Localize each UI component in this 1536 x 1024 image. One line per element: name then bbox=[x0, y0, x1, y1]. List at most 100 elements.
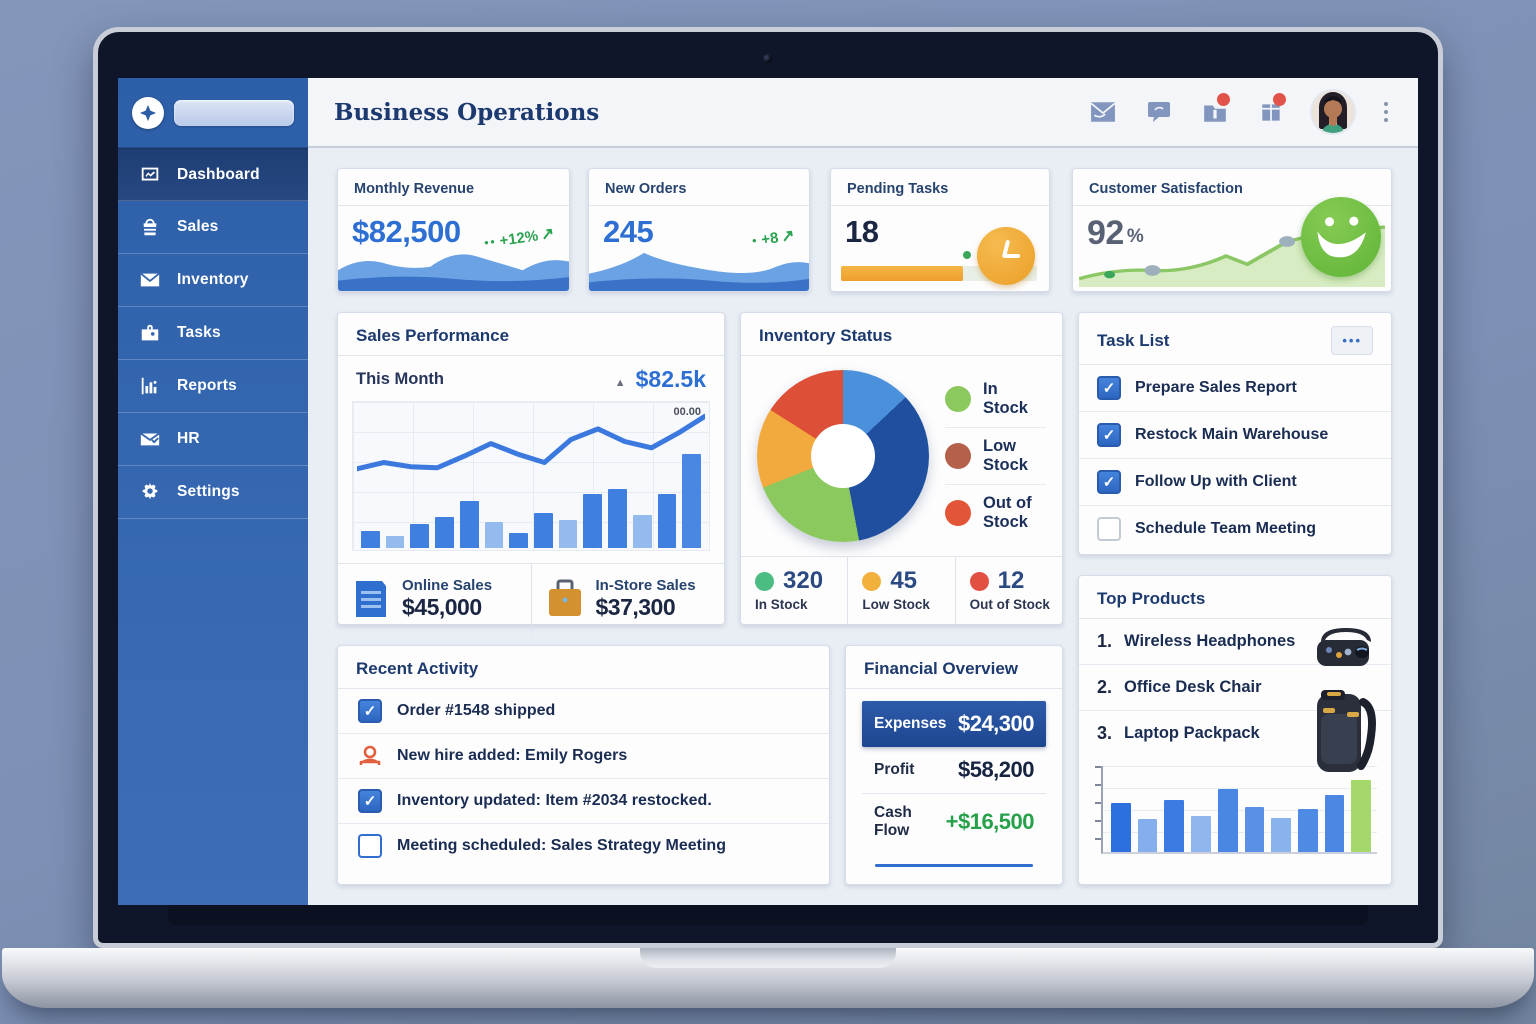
sidebar-item-settings[interactable]: Settings bbox=[118, 466, 308, 519]
kpi-value: $82,500 bbox=[352, 214, 461, 249]
kpi-delta: • +8 ↗ bbox=[751, 227, 797, 249]
financial-overview-panel: Financial Overview Expenses $24,300 Prof… bbox=[845, 645, 1063, 885]
legend-dot bbox=[945, 386, 971, 413]
kpi-value: 245 bbox=[603, 214, 654, 249]
briefcase-icon bbox=[548, 579, 581, 616]
sales-bars bbox=[361, 430, 702, 548]
kpi-title: Monthly Revenue bbox=[338, 169, 569, 206]
search-input[interactable] bbox=[174, 99, 294, 126]
kpi-delta: •• +12% ↗ bbox=[483, 225, 556, 250]
inventory-status-panel: Inventory Status In Stock Low Stock bbox=[740, 312, 1063, 625]
sidebar-label: HR bbox=[177, 430, 200, 447]
sidebar-item-dashboard[interactable]: Dashboard bbox=[118, 148, 308, 201]
bar-chart-icon bbox=[138, 374, 162, 398]
financial-row-cashflow: Cash Flow +$16,500 bbox=[874, 804, 1035, 839]
task-checkbox[interactable]: ✓ bbox=[1097, 423, 1121, 447]
clock-icon bbox=[977, 227, 1035, 285]
stat-low-stock: 45 Low Stock bbox=[847, 557, 954, 624]
panel-title: Task List bbox=[1097, 330, 1170, 350]
checked-icon: ✓ bbox=[358, 789, 382, 813]
sidebar-item-hr[interactable]: HR bbox=[118, 413, 308, 466]
panel-title: Financial Overview bbox=[864, 659, 1019, 678]
mail-icon[interactable] bbox=[1088, 99, 1118, 125]
inventory-donut bbox=[757, 370, 929, 542]
backpack-image bbox=[1317, 690, 1376, 772]
panel-title: Sales Performance bbox=[356, 326, 510, 345]
activity-row: New hire added: Emily Rogers bbox=[338, 733, 829, 778]
shopping-bag-icon bbox=[138, 215, 162, 239]
period-label: This Month bbox=[356, 370, 444, 388]
product-row: 1. Wireless Headphones bbox=[1097, 631, 1296, 651]
top-actions bbox=[1088, 91, 1392, 133]
instore-sales-value: $37,300 bbox=[595, 594, 676, 620]
kpi-title: New Orders bbox=[589, 169, 809, 206]
new-hire-icon bbox=[359, 745, 381, 765]
online-sales-cell: Online Sales $45,000 bbox=[338, 564, 531, 634]
chat-icon[interactable] bbox=[1144, 99, 1174, 125]
financial-row-expenses: Expenses $24,300 bbox=[862, 701, 1046, 747]
sidebar-label: Dashboard bbox=[177, 165, 260, 183]
sidebar-item-tasks[interactable]: Tasks bbox=[118, 307, 308, 360]
status-dot bbox=[755, 571, 774, 591]
kpi-unit: % bbox=[1126, 226, 1144, 247]
kpi-monthly-revenue: Monthly Revenue $82,500 •• +12% ↗ bbox=[337, 168, 570, 292]
inventory-stats: 320 In Stock 45 Low Stock 12 Out of Stoc… bbox=[741, 556, 1062, 624]
notification-box-icon[interactable] bbox=[1256, 93, 1286, 125]
product-row: 3. Laptop Packpack bbox=[1079, 710, 1391, 756]
task-menu-button[interactable]: ••• bbox=[1331, 326, 1373, 355]
top-products-panel: Top Products 1. Wireless Headphones 2. O… bbox=[1078, 575, 1392, 885]
main-area: Business Operations bbox=[308, 78, 1418, 905]
smiley-icon bbox=[1295, 191, 1387, 283]
overflow-menu-icon[interactable] bbox=[1380, 98, 1392, 126]
product-row: 2. Office Desk Chair bbox=[1079, 664, 1391, 710]
revenue-sparkline bbox=[338, 239, 569, 291]
notification-badge bbox=[1273, 93, 1286, 106]
legend-item: Out of Stock bbox=[945, 483, 1046, 541]
sales-chart: 00.00 bbox=[352, 401, 710, 551]
task-checkbox[interactable] bbox=[1097, 517, 1121, 541]
legend-item: Low Stock bbox=[945, 427, 1046, 484]
online-sales-value: $45,000 bbox=[402, 594, 482, 620]
panel-title: Recent Activity bbox=[356, 659, 479, 678]
page-title: Business Operations bbox=[334, 98, 600, 126]
envelope-check-icon bbox=[138, 427, 162, 451]
up-arrow-icon: ↗ bbox=[780, 227, 797, 246]
sidebar-item-reports[interactable]: Reports bbox=[118, 360, 308, 413]
inventory-legend: In Stock Low Stock Out of Stock bbox=[945, 371, 1046, 541]
task-checkbox[interactable]: ✓ bbox=[1097, 470, 1121, 494]
period-value: $82.5k bbox=[635, 366, 706, 392]
kpi-title: Pending Tasks bbox=[831, 169, 1049, 206]
kpi-pending-tasks: Pending Tasks 18 bbox=[830, 168, 1050, 292]
sidebar: Dashboard Sales Inventory bbox=[118, 78, 308, 905]
sidebar-item-inventory[interactable]: Inventory bbox=[118, 254, 308, 307]
app-logo-icon[interactable] bbox=[132, 96, 164, 129]
activity-row: ✓ Inventory updated: Item #2034 restocke… bbox=[338, 778, 829, 823]
instore-sales-cell: In-Store Sales $37,300 bbox=[530, 564, 725, 634]
sidebar-nav: Dashboard Sales Inventory bbox=[118, 148, 308, 519]
kpi-value: 92 bbox=[1087, 214, 1124, 252]
stat-in-stock: 320 In Stock bbox=[755, 567, 824, 612]
task-row: Schedule Team Meeting bbox=[1079, 505, 1391, 552]
kpi-value: 18 bbox=[845, 214, 879, 249]
financial-row-profit: Profit $58,200 bbox=[862, 747, 1046, 794]
top-products-chart bbox=[1095, 766, 1377, 854]
unchecked-icon bbox=[358, 834, 382, 858]
sidebar-label: Sales bbox=[177, 218, 219, 235]
sidebar-label: Inventory bbox=[177, 271, 249, 288]
task-row: ✓ Follow Up with Client bbox=[1079, 458, 1391, 505]
notification-folder-icon[interactable] bbox=[1200, 93, 1230, 125]
sidebar-item-sales[interactable]: Sales bbox=[118, 201, 308, 254]
caret-up-icon[interactable]: ▲ bbox=[614, 376, 626, 389]
user-avatar[interactable] bbox=[1312, 91, 1354, 133]
task-row: ✓ Restock Main Warehouse bbox=[1079, 411, 1391, 458]
headphones-image bbox=[1317, 628, 1371, 666]
briefcase-icon bbox=[138, 321, 162, 345]
recent-activity-panel: Recent Activity ✓ Order #1548 shipped Ne… bbox=[337, 645, 830, 885]
dashboard-icon bbox=[138, 163, 162, 187]
laptop-base-notch bbox=[640, 948, 896, 968]
task-checkbox[interactable]: ✓ bbox=[1097, 376, 1121, 400]
sales-performance-panel: Sales Performance This Month ▲ $82.5k 00… bbox=[337, 312, 725, 634]
gear-icon bbox=[138, 480, 162, 504]
accent-underline bbox=[874, 864, 1034, 867]
online-sales-label: Online Sales bbox=[402, 577, 493, 594]
